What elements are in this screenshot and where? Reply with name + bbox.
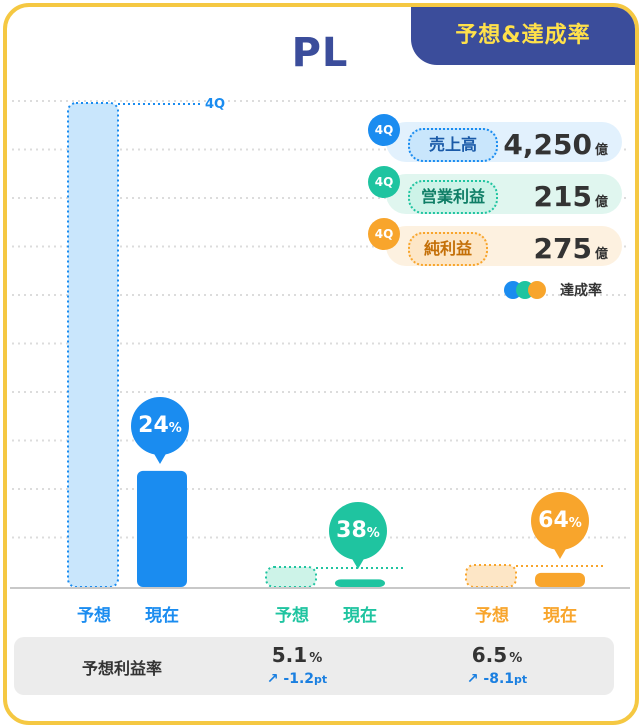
legend-label-net-profit: 純利益 [408, 232, 488, 266]
current-bar-operating-profit [335, 579, 385, 587]
forecast-bar-sales [67, 102, 119, 588]
legend-period-badge-sales: 4Q [368, 114, 400, 146]
achievement-bubble-sales: 24% [131, 397, 189, 464]
net-margin-change: ↗ -8.1pt [466, 671, 528, 687]
bars [67, 102, 606, 588]
legend-label-sales: 売上高 [408, 128, 498, 162]
operating-margin-value: 5.1% [271, 643, 323, 667]
achievement-bubble-operating-profit: 38% [329, 502, 387, 569]
legend-value-sales: 4,250 億 [503, 128, 608, 161]
legend-item-operating-profit: 営業利益 215 億 [386, 174, 622, 214]
net-margin-value: 6.5% [471, 643, 523, 667]
forecast-bar-net-profit [465, 564, 517, 588]
achievement-bubble-net-profit: 64% [531, 492, 589, 559]
category-label-net-current: 現在 [543, 606, 577, 626]
trend-arrow-icon: ↗ [266, 671, 279, 687]
legend-period-badge-net-profit: 4Q [368, 218, 400, 250]
rate-legend-dots [504, 280, 556, 300]
forecast-marker-label: 4Q [205, 97, 225, 112]
page-title: PL [291, 30, 349, 76]
legend-period-badge-operating-profit: 4Q [368, 166, 400, 198]
category-label-sales-forecast: 予想 [77, 606, 111, 626]
current-bar-net-profit [535, 572, 585, 587]
legend-item-sales: 売上高 4,250 億 [386, 122, 622, 162]
operating-margin-change: ↗ -1.2pt [266, 671, 328, 687]
category-label-sales-current: 現在 [145, 606, 179, 626]
category-label-operating-forecast: 予想 [275, 606, 309, 626]
forecast-margin-title: 予想利益率 [82, 659, 163, 678]
trend-arrow-icon: ↗ [466, 671, 479, 687]
legend-label-operating-profit: 営業利益 [408, 180, 498, 214]
legend-value-net-profit: 275 億 [533, 232, 608, 265]
net-profit-dot-icon [528, 281, 546, 299]
forecast-bar-operating-profit [265, 566, 317, 588]
category-label-net-forecast: 予想 [475, 606, 509, 626]
legend-item-net-profit: 純利益 275 億 [386, 226, 622, 266]
legend-value-operating-profit: 215 億 [533, 180, 608, 213]
forecast-margin-row: 予想利益率 5.1% ↗ -1.2pt 6.5% ↗ -8.1pt [14, 637, 614, 695]
rate-legend-label: 達成率 [560, 283, 602, 299]
current-bar-sales [137, 470, 187, 587]
forecast-achievement-tag: 予想&達成率 [411, 7, 635, 65]
category-label-operating-current: 現在 [343, 606, 377, 626]
